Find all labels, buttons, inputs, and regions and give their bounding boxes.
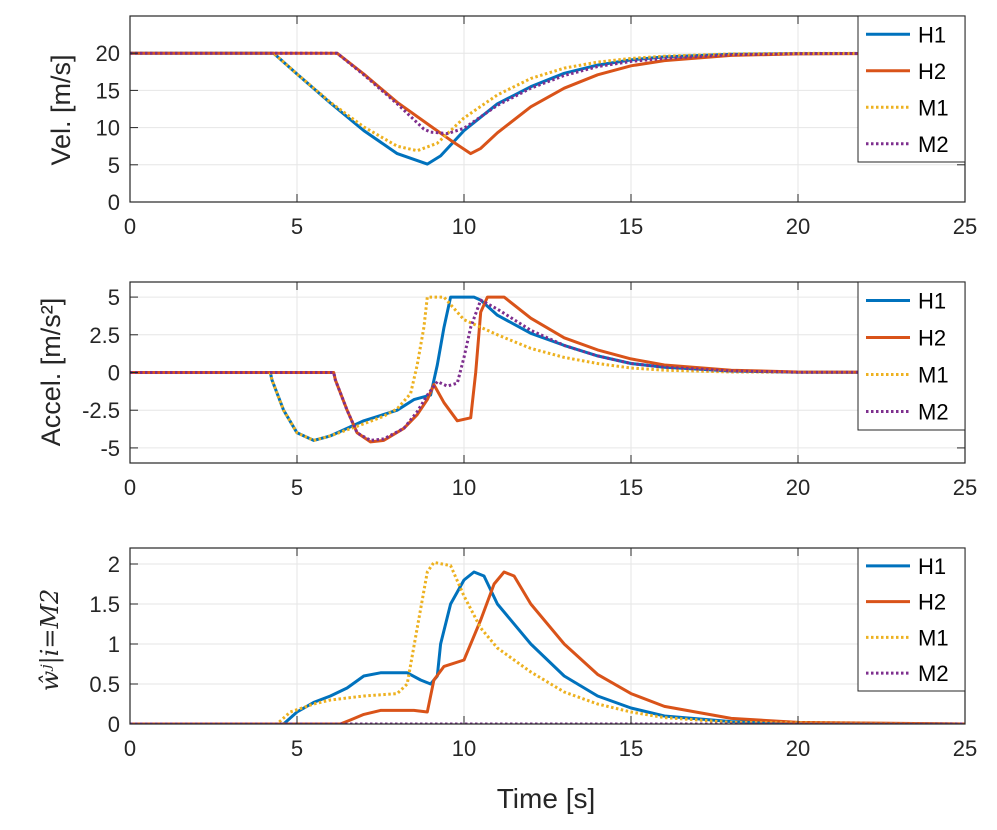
weight-legend-box [857,547,966,692]
acceleration-x-tick-label: 25 [953,475,977,500]
acceleration-y-tick-label: 5 [108,285,120,310]
velocity-y-tick-label: 15 [96,78,120,103]
weight-x-tick-label: 20 [786,736,810,761]
weight-y-tick-label: 2 [108,552,120,577]
velocity-legend-label-h1: H1 [918,22,946,47]
velocity-y-tick-label: 0 [108,190,120,215]
velocity-y-tick-label: 20 [96,41,120,66]
acceleration-series-m1-line [130,295,965,442]
acceleration-x-tick-label: 20 [786,475,810,500]
acceleration-y-tick-label: -5 [100,436,120,461]
velocity-x-tick-label: 20 [786,214,810,239]
velocity-series-m1-line [130,51,965,153]
weight-legend: H1 H2 M1 M2 [857,547,966,692]
velocity-legend-label-h2: H2 [918,59,946,84]
panel-weight: ŵʲ|i=M2 Time [s] 0 5 10 15 20 25 0 0.5 1 1.5 2 H1 H2… [36,547,977,814]
weight-x-tick-label: 15 [619,736,643,761]
weight-x-tick-label: 5 [291,736,303,761]
weight-legend-label-h1: H1 [918,554,946,579]
velocity-y-tick-label: 10 [96,116,120,141]
acceleration-y-tick-label: -2.5 [82,398,120,423]
weight-y-tick-label: 0 [108,712,120,737]
velocity-x-tick-label: 15 [619,214,643,239]
acceleration-legend-label-m2: M2 [918,400,949,425]
weight-y-tick-label: 1 [108,632,120,657]
panel-velocity: Vel. [m/s] 0 5 10 15 20 25 0 5 10 15 20 H1 H2 M1 M2 [46,15,977,239]
acceleration-legend-label-h1: H1 [918,289,946,314]
x-axis-label: Time [s] [497,783,596,814]
weight-legend-label-m1: M1 [918,625,949,650]
weight-series-h1-line [130,570,965,724]
weight-legend-label-h2: H2 [918,590,946,615]
acceleration-y-tick-label: 2.5 [89,323,120,348]
acceleration-y-axis-label: Accel. [m/s²] [36,298,66,447]
velocity-legend: H1 H2 M1 M2 [857,15,966,163]
weight-x-tick-label: 25 [953,736,977,761]
acceleration-legend-label-m1: M1 [918,363,949,388]
velocity-y-tick-label: 5 [108,153,120,178]
acceleration-y-tick-label: 0 [108,361,120,386]
velocity-x-tick-label: 0 [124,214,136,239]
acceleration-legend: H1 H2 M1 M2 [857,281,966,431]
acceleration-x-tick-label: 0 [124,475,136,500]
weight-series-m1-line [130,560,965,724]
velocity-legend-box [857,15,966,163]
velocity-x-tick-label: 5 [291,214,303,239]
velocity-legend-label-m1: M1 [918,95,949,120]
velocity-x-tick-label: 25 [953,214,977,239]
acceleration-x-tick-label: 15 [619,475,643,500]
weight-plot-area [130,548,965,724]
velocity-series-m2-line [130,51,965,136]
acceleration-legend-box [857,281,966,431]
weight-y-tick-label: 0.5 [89,672,120,697]
weight-legend-label-m2: M2 [918,661,949,686]
velocity-y-axis-label: Vel. [m/s] [46,54,76,165]
acceleration-x-tick-label: 5 [291,475,303,500]
velocity-x-tick-label: 10 [452,214,476,239]
weight-x-tick-label: 0 [124,736,136,761]
acceleration-legend-label-h2: H2 [918,326,946,351]
weight-series-h2-line [130,570,965,724]
acceleration-x-tick-label: 10 [452,475,476,500]
weight-y-axis-label: ŵʲ|i=M2 [36,589,65,692]
velocity-legend-label-m2: M2 [918,132,949,157]
panel-acceleration: Accel. [m/s²] 0 5 10 15 20 25 -5 -2.5 0 2.5 5 H1 H2 M… [36,281,977,500]
velocity-plot-area [130,16,965,202]
weight-y-tick-label: 1.5 [89,592,120,617]
weight-x-tick-label: 10 [452,736,476,761]
